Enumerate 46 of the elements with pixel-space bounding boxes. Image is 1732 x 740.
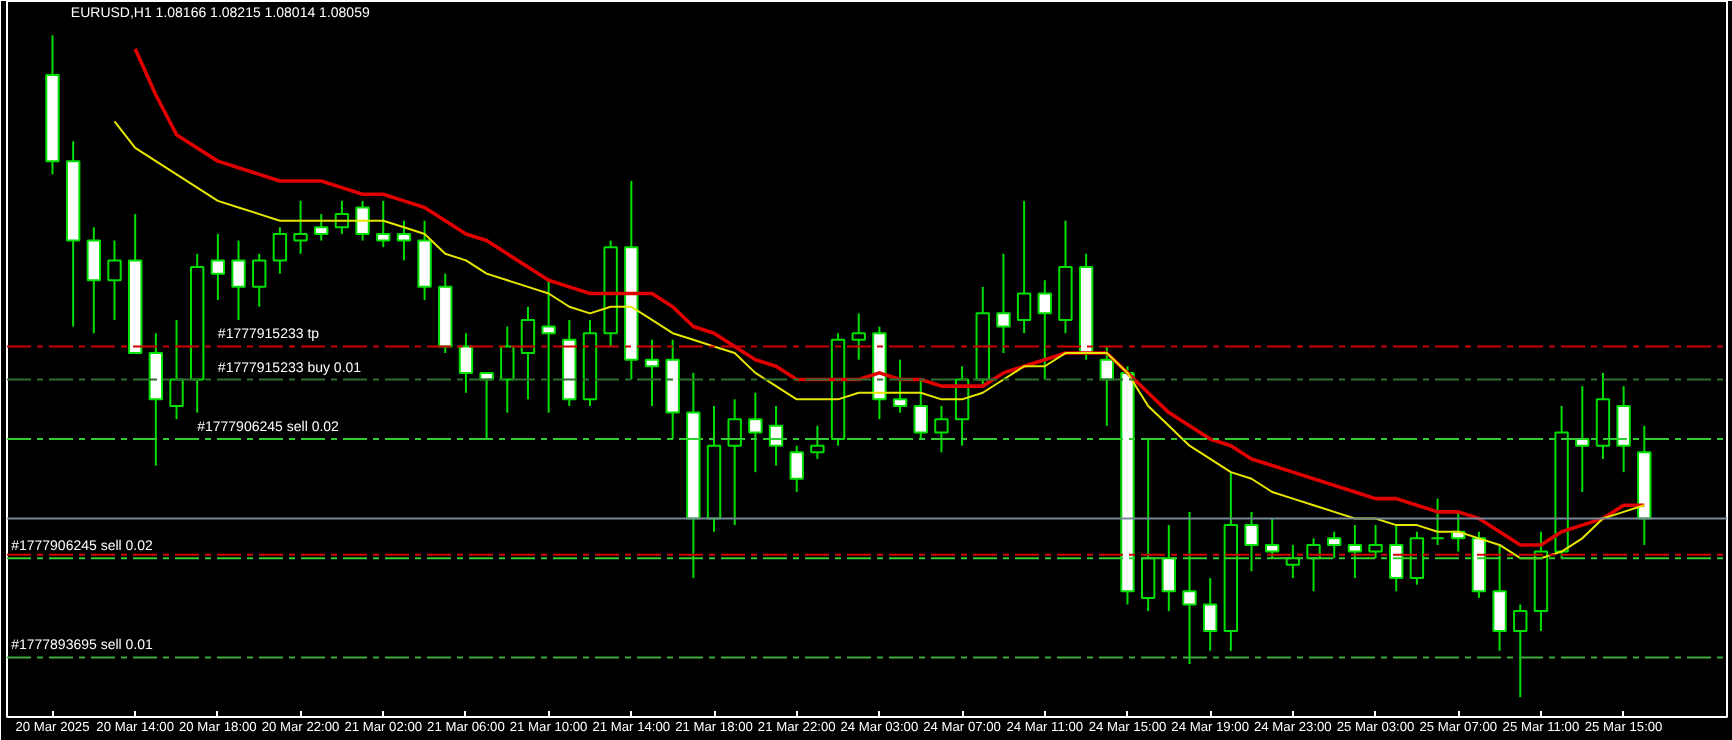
candlestick (727, 398, 742, 527)
candlestick (1285, 543, 1301, 580)
candlestick (314, 213, 329, 242)
candlestick (1037, 279, 1052, 381)
candlestick (1264, 517, 1280, 560)
candlestick (1244, 510, 1259, 573)
candlestick (396, 219, 412, 262)
candlestick (1327, 530, 1342, 560)
candlestick (520, 305, 536, 401)
candlestick (252, 252, 267, 308)
candlestick (86, 226, 102, 335)
candlestick (231, 239, 246, 321)
candlestick (892, 358, 908, 414)
candlestick (458, 332, 474, 394)
candlestick (1202, 577, 1218, 652)
candlestick (1347, 524, 1363, 580)
candlestick (789, 444, 804, 494)
candlestick (996, 252, 1011, 355)
candlestick (541, 279, 556, 414)
candlestick (1513, 603, 1528, 699)
candlestick (851, 312, 866, 361)
candlestick (934, 404, 949, 454)
candlestick (376, 199, 391, 249)
candlestick (1161, 524, 1177, 613)
candlestick (1368, 524, 1383, 560)
candlestick (1430, 497, 1445, 546)
candlestick (1016, 199, 1032, 335)
candlestick (1616, 385, 1631, 474)
candlestick (644, 338, 660, 407)
candlestick (810, 424, 825, 460)
candlestick (355, 199, 370, 242)
candlestick (107, 239, 122, 321)
candlestick (293, 199, 308, 255)
candlestick (417, 219, 432, 302)
candlestick (1182, 510, 1197, 666)
candlestick (169, 318, 184, 421)
candlestick (1140, 438, 1156, 613)
candlestick (748, 391, 763, 474)
candlestick (272, 226, 288, 275)
candlestick (148, 332, 164, 467)
candlestick (913, 378, 928, 441)
candlestick (1492, 543, 1507, 652)
candlestick (1595, 371, 1611, 460)
candlestick (500, 325, 515, 414)
candlestick (210, 232, 226, 302)
candlestick (1389, 524, 1404, 593)
